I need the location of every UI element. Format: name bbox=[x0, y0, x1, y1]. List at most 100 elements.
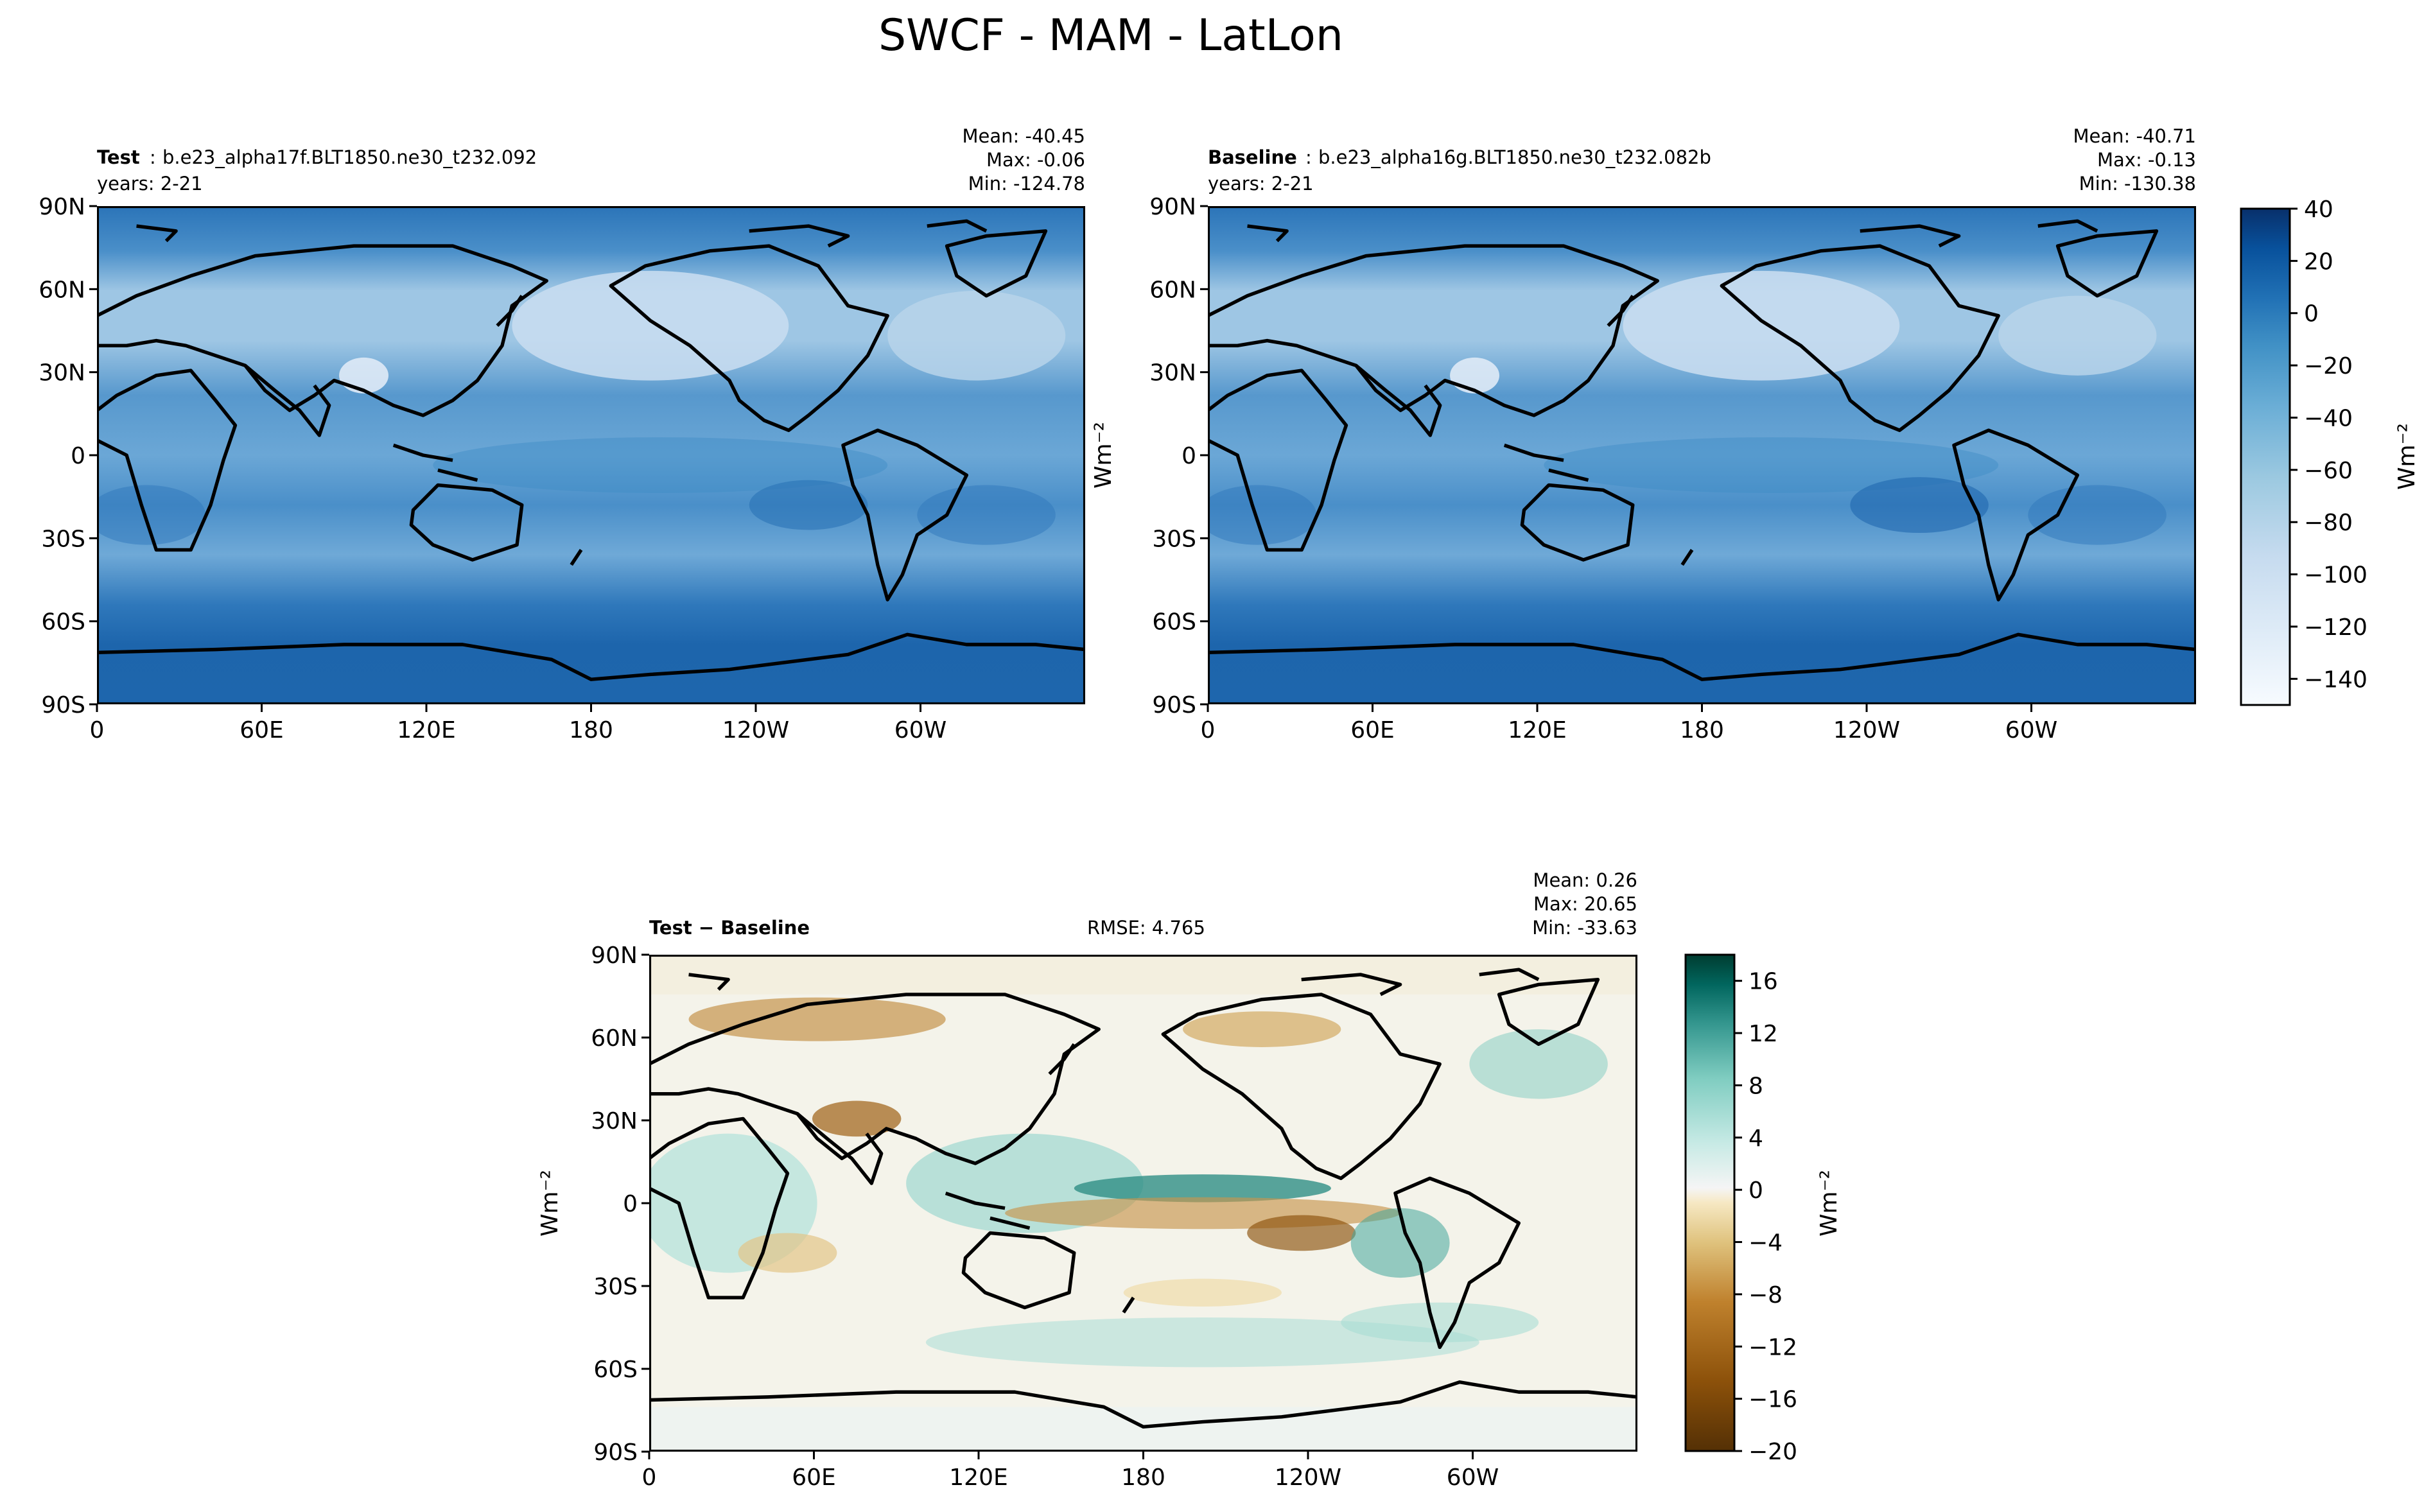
baseline-min: Min: -130.38 bbox=[2079, 173, 2196, 195]
baseline-xtick-label: 120E bbox=[1508, 717, 1566, 743]
baseline-xtick-label: 0 bbox=[1201, 717, 1216, 743]
diff-colorbar-tick-label: −4 bbox=[1748, 1230, 1783, 1256]
baseline-xtick-label: 180 bbox=[1680, 717, 1724, 743]
diff-min: Min: -33.63 bbox=[1532, 917, 1637, 939]
baseline-years: years: 2-21 bbox=[1208, 173, 1314, 195]
diff-max: Max: 20.65 bbox=[1533, 893, 1637, 915]
diff-xtick-label: 60W bbox=[1447, 1464, 1499, 1491]
baseline-ytick-label: 60S bbox=[1152, 609, 1196, 636]
diff-colorbar-tick-label: 16 bbox=[1748, 969, 1778, 995]
figure-title: SWCF - MAM - LatLon bbox=[878, 10, 1343, 61]
main-colorbar-tick-label: −80 bbox=[2304, 510, 2353, 536]
baseline-ytick-label: 60N bbox=[1149, 277, 1196, 303]
baseline-xtick-label: 120W bbox=[1833, 717, 1900, 743]
diff-colorbar-tick-label: 12 bbox=[1748, 1021, 1778, 1047]
main-colorbar-tick-label: 20 bbox=[2304, 248, 2333, 275]
diff-colorbar-tick-label: −12 bbox=[1748, 1334, 1797, 1360]
diff-label: Test − Baseline bbox=[649, 917, 810, 939]
baseline-ytick-label: 30N bbox=[1149, 360, 1196, 387]
test-max: Max: -0.06 bbox=[986, 149, 1085, 171]
diff-yticks: 90N 60N 30N 0 30S 60S 90S bbox=[591, 943, 649, 1466]
baseline-panel: Baseline : b.e23_alpha16g.BLT1850.ne30_t… bbox=[1090, 125, 2196, 743]
baseline-max: Max: -0.13 bbox=[2097, 149, 2196, 171]
baseline-xtick-label: 60W bbox=[2005, 717, 2057, 743]
baseline-xticks: 0 60E 120E 180 120W 60W bbox=[1201, 704, 2057, 743]
diff-ytick-label: 90S bbox=[593, 1439, 638, 1466]
main-colorbar-tick-label: 40 bbox=[2304, 196, 2333, 223]
main-colorbar-label: Wm⁻² bbox=[2394, 423, 2420, 490]
test-yticks: 90N 60N 30N 0 30S 60S 90S bbox=[39, 194, 97, 718]
diff-colorbar-label: Wm⁻² bbox=[1816, 1170, 1842, 1237]
test-xticks: 0 60E 120E 180 120W 60W bbox=[90, 704, 946, 743]
test-ytick-label: 90S bbox=[41, 692, 85, 718]
baseline-ytick-label: 90N bbox=[1149, 194, 1196, 220]
test-min: Min: -124.78 bbox=[968, 173, 1085, 195]
diff-colorbar-tick-label: −20 bbox=[1748, 1439, 1797, 1465]
test-ytick-label: 90N bbox=[39, 194, 85, 220]
diff-ytick-label: 60N bbox=[591, 1025, 638, 1052]
test-map bbox=[97, 206, 1085, 704]
main-colorbar-tick-label: −100 bbox=[2304, 562, 2368, 589]
baseline-xtick-label: 60E bbox=[1350, 717, 1395, 743]
diff-xtick-label: 0 bbox=[642, 1464, 657, 1491]
test-xtick-label: 0 bbox=[90, 717, 105, 743]
test-ytick-label: 0 bbox=[71, 443, 85, 469]
test-xtick-label: 120E bbox=[397, 717, 455, 743]
diff-xtick-label: 120E bbox=[949, 1464, 1007, 1491]
diff-colorbar-tick-label: 4 bbox=[1748, 1125, 1763, 1152]
test-ytick-label: 60N bbox=[39, 277, 85, 303]
diff-rmse: RMSE: 4.765 bbox=[1087, 917, 1205, 939]
diff-colorbar-tick-label: −8 bbox=[1748, 1282, 1783, 1308]
test-xtick-label: 180 bbox=[569, 717, 613, 743]
main-colorbar-tick-label: −120 bbox=[2304, 614, 2368, 641]
difference-panel: Test − Baseline RMSE: 4.765 Mean: 0.26 M… bbox=[537, 869, 1637, 1491]
test-xtick-label: 60E bbox=[240, 717, 284, 743]
test-xtick-label: 60W bbox=[894, 717, 946, 743]
diff-colorbar: 16 12 8 4 0 −4 −8 −12 −16 −20 Wm⁻² bbox=[1684, 953, 1842, 1465]
main-colorbar-tick-label: −60 bbox=[2304, 458, 2353, 484]
diff-ytick-label: 0 bbox=[623, 1191, 638, 1217]
main-colorbar-tick-label: 0 bbox=[2304, 301, 2319, 327]
diff-colorbar-tick-label: −16 bbox=[1748, 1387, 1797, 1413]
diff-colorbar-tick-label: 0 bbox=[1748, 1177, 1763, 1204]
test-label: Test bbox=[97, 146, 140, 168]
test-ytick-label: 30N bbox=[39, 360, 85, 387]
diff-ytick-label: 30N bbox=[591, 1108, 638, 1134]
diff-ytick-label: 30S bbox=[593, 1274, 638, 1300]
baseline-ylabel: Wm⁻² bbox=[1090, 422, 1117, 489]
baseline-ytick-label: 30S bbox=[1152, 526, 1196, 552]
test-mean: Mean: -40.45 bbox=[963, 125, 1086, 147]
test-ytick-label: 60S bbox=[41, 609, 85, 636]
diff-xtick-label: 180 bbox=[1121, 1464, 1165, 1491]
main-colorbar-tick-label: −20 bbox=[2304, 353, 2353, 379]
baseline-label: Baseline bbox=[1208, 146, 1297, 168]
difference-map bbox=[649, 955, 1637, 1452]
baseline-map bbox=[1208, 206, 2196, 704]
main-colorbar: 40 20 0 −20 −40 −60 −80 −100 −120 −140 Wm⁻² bbox=[2240, 196, 2420, 706]
baseline-label-sep: : bbox=[1305, 146, 1312, 168]
test-panel: Test : b.e23_alpha17f.BLT1850.ne30_t232.… bbox=[39, 125, 1085, 743]
test-label-sep: : bbox=[150, 146, 156, 168]
main-colorbar-ticks: 40 20 0 −20 −40 −60 −80 −100 −120 −140 bbox=[2290, 196, 2368, 693]
baseline-ytick-label: 90S bbox=[1152, 692, 1196, 718]
test-case-name: b.e23_alpha17f.BLT1850.ne30_t232.092 bbox=[162, 146, 537, 168]
diff-ylabel: Wm⁻² bbox=[537, 1170, 563, 1237]
diff-colorbar-ticks: 16 12 8 4 0 −4 −8 −12 −16 −20 bbox=[1734, 969, 1797, 1465]
diff-colorbar-tick-label: 8 bbox=[1748, 1073, 1763, 1099]
diff-xtick-label: 120W bbox=[1275, 1464, 1341, 1491]
diff-ytick-label: 90N bbox=[591, 943, 638, 969]
main-colorbar-tick-label: −40 bbox=[2304, 405, 2353, 431]
diff-mean: Mean: 0.26 bbox=[1533, 869, 1637, 891]
main-colorbar-tick-label: −140 bbox=[2304, 666, 2368, 693]
test-xtick-label: 120W bbox=[722, 717, 789, 743]
test-ytick-label: 30S bbox=[41, 526, 85, 552]
baseline-ytick-label: 0 bbox=[1182, 443, 1196, 469]
baseline-case-name: b.e23_alpha16g.BLT1850.ne30_t232.082b bbox=[1318, 146, 1711, 168]
baseline-mean: Mean: -40.71 bbox=[2073, 125, 2197, 147]
diff-xtick-label: 60E bbox=[792, 1464, 836, 1491]
test-years: years: 2-21 bbox=[97, 173, 203, 195]
diff-xticks: 0 60E 120E 180 120W 60W bbox=[642, 1452, 1499, 1491]
baseline-yticks: 90N 60N 30N 0 30S 60S 90S bbox=[1149, 194, 1208, 718]
diff-ytick-label: 60S bbox=[593, 1357, 638, 1383]
